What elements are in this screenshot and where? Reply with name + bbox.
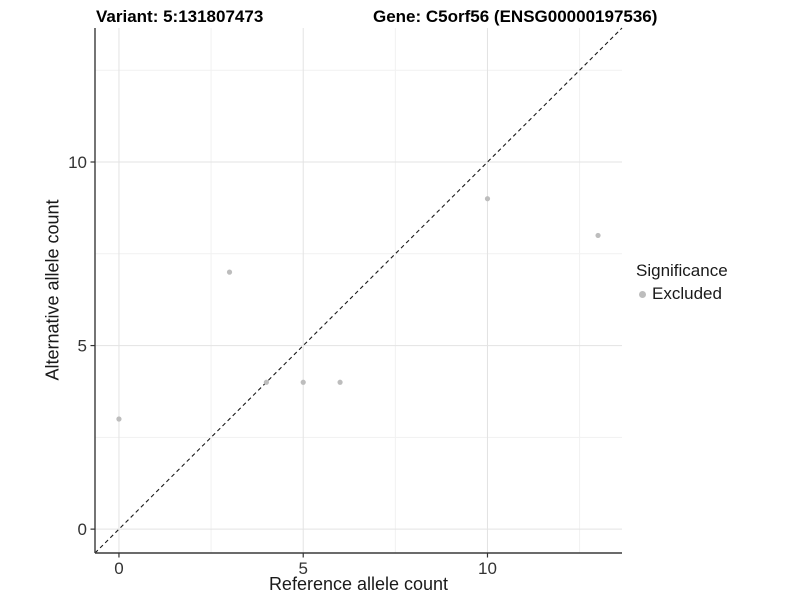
y-tick-label: 0 xyxy=(78,520,87,539)
data-point xyxy=(337,379,343,385)
x-tick-label: 5 xyxy=(298,559,307,578)
legend-item-label: Excluded xyxy=(652,284,722,303)
data-point xyxy=(484,196,491,202)
y-axis-title: Alternative allele count xyxy=(42,199,63,381)
data-point xyxy=(226,269,233,275)
legend: Significance Excluded xyxy=(636,261,728,304)
y-tick-label: 5 xyxy=(78,337,87,356)
legend-title: Significance xyxy=(636,261,728,280)
x-tick-label: 10 xyxy=(478,559,497,578)
gene-title: Gene: C5orf56 (ENSG00000197536) xyxy=(373,7,658,26)
data-point xyxy=(595,232,601,239)
data-point xyxy=(263,379,269,385)
x-axis-title: Reference allele count xyxy=(268,574,449,594)
identity-line xyxy=(94,27,623,554)
y-tick-label: 10 xyxy=(68,153,87,172)
data-point xyxy=(300,379,306,385)
legend-item-excluded: Excluded xyxy=(636,284,728,304)
excluded-point-icon xyxy=(639,290,646,298)
data-point xyxy=(116,416,122,422)
x-tick-label: 0 xyxy=(114,559,123,578)
variant-title: Variant: 5:131807473 xyxy=(96,7,264,26)
